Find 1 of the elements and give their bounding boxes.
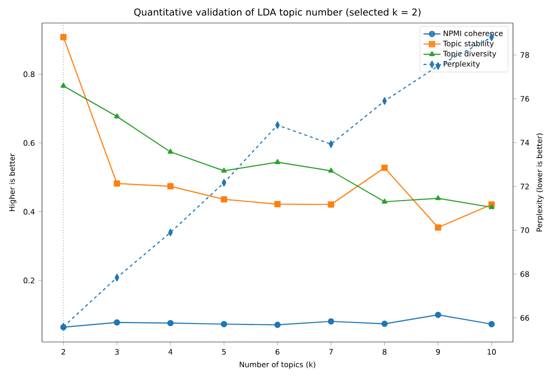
chart-title: Quantitative validation of LDA topic number (selected k = 2) [134, 8, 420, 18]
